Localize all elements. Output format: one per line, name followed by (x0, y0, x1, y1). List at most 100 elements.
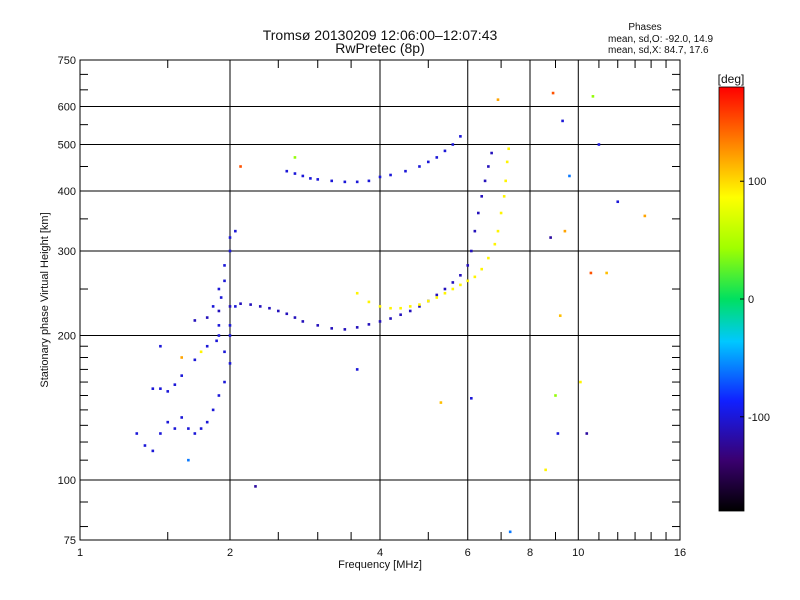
data-point-scattered (591, 95, 595, 98)
data-point-scattered (563, 229, 567, 233)
data-point-o-mode-e-cusp (228, 334, 232, 337)
data-point-o-mode-low (217, 394, 221, 397)
data-point-o-mode-e-cusp (219, 296, 223, 299)
data-point-o-mode-upper (459, 135, 462, 138)
data-point-o-mode-step (180, 374, 184, 377)
data-point-o-mode-upper (367, 179, 371, 183)
x-tick-label: 2 (227, 547, 233, 559)
data-point-o-mode-f-trace (367, 323, 371, 326)
data-point-o-mode-step (173, 383, 177, 386)
data-point-o-mode-low (159, 432, 162, 435)
data-point-o-mode-upper (389, 173, 392, 177)
data-point-o-mode-upper (309, 177, 312, 180)
data-point-o-mode-upper (316, 178, 320, 181)
data-point-o-mode-low (180, 416, 184, 419)
y-tick-label: 100 (58, 475, 76, 487)
data-point-o-mode-f-trace (487, 165, 490, 168)
y-tick-label: 600 (58, 102, 76, 114)
chart-subtitle: RwPretec (8p) (335, 40, 424, 56)
data-point-o-mode-f-trace (316, 324, 320, 327)
data-point-scattered (239, 165, 242, 168)
data-point-scattered (496, 98, 500, 101)
data-point-x-mode-trace (504, 179, 507, 183)
data-point-scattered (293, 156, 297, 159)
data-point-x-mode-trace (399, 306, 402, 310)
data-point-x-mode-trace (487, 256, 490, 260)
data-point-scattered (199, 350, 203, 354)
data-point-o-mode-f-trace (276, 309, 280, 313)
data-point-o-mode-f-trace (228, 305, 232, 308)
y-tick-label: 300 (58, 246, 76, 258)
data-point-o-mode-low (199, 427, 203, 430)
data-point-scattered (558, 314, 562, 317)
data-point-x-mode-trace (451, 287, 455, 291)
stats-o-mode: mean, sd,O: -92.0, 14.9 (608, 34, 713, 45)
data-point-o-mode-low (205, 420, 209, 424)
data-point-o-mode-e-cusp (217, 324, 221, 327)
colorbar-tick-label: -100 (748, 412, 770, 424)
data-point-o-mode-step (193, 358, 197, 362)
data-point-o-mode-low (228, 362, 232, 365)
data-point-o-mode-e-cusp (223, 279, 226, 283)
data-point-scattered (187, 458, 190, 462)
data-point-x-mode-trace (496, 229, 500, 233)
data-point-o-mode-step (228, 324, 232, 327)
data-point-o-mode-low (135, 432, 139, 435)
data-point-o-mode-upper (293, 172, 297, 175)
data-point-x-mode-trace (466, 279, 470, 283)
data-point-o-mode-e-cusp (234, 305, 237, 308)
data-point-scattered (643, 214, 647, 218)
data-point-scattered (556, 432, 560, 435)
data-point-o-mode-f-trace (399, 313, 402, 317)
y-tick-label: 200 (58, 331, 76, 343)
data-point-o-mode-upper (355, 180, 359, 184)
x-tick-label: 8 (527, 547, 533, 559)
grid (80, 60, 680, 540)
y-tick-label: 75 (64, 535, 76, 547)
data-point-scattered (549, 236, 552, 239)
data-point-o-mode-e-cusp (228, 236, 232, 239)
data-point-o-mode-low (166, 420, 170, 424)
data-point-o-mode-upper (418, 165, 421, 168)
data-point-x-mode-trace (355, 291, 359, 295)
data-point-o-mode-e-cusp (223, 350, 226, 354)
data-point-x-mode-trace (443, 291, 447, 295)
data-point-o-mode-f-trace (285, 312, 289, 316)
data-point-o-mode-f-trace (268, 306, 271, 310)
data-points (135, 91, 647, 534)
data-point-o-mode-low (223, 380, 226, 384)
data-point-o-mode-step (166, 390, 170, 393)
data-point-o-mode-low (211, 408, 215, 412)
data-point-scattered (508, 530, 512, 534)
data-point-o-mode-upper (285, 169, 289, 173)
x-tick-label: 16 (674, 547, 686, 559)
data-point-o-mode-f-trace (466, 264, 470, 267)
colorbar (718, 86, 745, 512)
data-point-o-mode-f-trace (473, 229, 477, 233)
data-point-o-mode-f-trace (408, 309, 412, 313)
y-axis-label: Stationary phase Virtual Height [km] (39, 212, 51, 387)
colorbar-tick-label: 100 (748, 176, 766, 188)
data-point-o-mode-f-trace (258, 305, 262, 308)
data-point-x-mode-trace (418, 303, 421, 306)
data-point-o-mode-f-trace (480, 195, 484, 198)
colorbar-tick-label: 0 (748, 294, 754, 306)
data-point-scattered (585, 432, 589, 435)
x-tick-label: 10 (572, 547, 584, 559)
colorbar-ticks: 100 0 -100 (740, 176, 770, 424)
data-point-scattered (605, 271, 608, 275)
data-point-scattered (355, 368, 359, 371)
data-point-o-mode-upper (451, 143, 455, 146)
data-point-x-mode-trace (426, 299, 430, 303)
data-point-o-mode-f-trace (443, 287, 447, 291)
x-tick-label: 1 (77, 547, 83, 559)
data-point-x-mode-trace (480, 267, 484, 271)
data-point-o-mode-f-trace (355, 326, 359, 329)
data-point-o-mode-low (143, 444, 147, 447)
data-point-scattered (554, 394, 557, 397)
data-point-o-mode-f-trace (330, 327, 334, 330)
stats-heading: Phases (628, 22, 661, 33)
data-point-o-mode-f-trace (193, 319, 197, 322)
